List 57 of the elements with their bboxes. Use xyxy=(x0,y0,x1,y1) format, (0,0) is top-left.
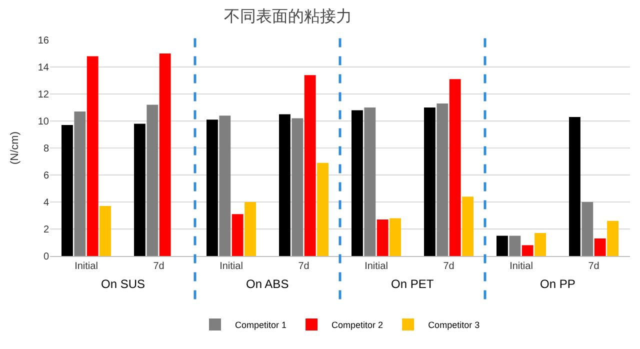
bar xyxy=(449,79,461,256)
bar xyxy=(569,116,580,256)
bar xyxy=(436,103,448,256)
x-tick-label: 7d xyxy=(588,261,600,272)
x-tick-label: Initial xyxy=(74,261,98,272)
text: On PET xyxy=(391,277,434,291)
y-tick-label: 14 xyxy=(38,62,50,74)
bar xyxy=(462,196,474,256)
y-tick-label: 10 xyxy=(38,116,50,128)
bar xyxy=(352,110,363,256)
bar xyxy=(292,118,304,256)
y-tick-label: 12 xyxy=(38,90,50,100)
text: On SUS xyxy=(101,277,146,291)
bar xyxy=(219,116,231,256)
bar xyxy=(496,236,508,256)
bar xyxy=(534,233,546,256)
bar xyxy=(424,108,436,256)
bar xyxy=(100,206,111,256)
legend-label: Competitor 1 xyxy=(235,320,287,330)
text: On ABS xyxy=(246,277,289,291)
x-tick-label: 7d xyxy=(443,261,454,272)
bar xyxy=(74,112,86,256)
bar xyxy=(244,202,256,256)
y-axis-title: (N/cm) xyxy=(9,132,21,164)
bar xyxy=(146,104,158,256)
y-tick-label: 0 xyxy=(43,252,50,262)
bar xyxy=(376,220,388,256)
text: On PP xyxy=(540,277,576,291)
y-tick-label: 16 xyxy=(38,36,50,46)
x-tick-label: Initial xyxy=(220,261,243,272)
bar xyxy=(206,120,218,256)
x-tick-label: 7d xyxy=(298,261,310,272)
bar xyxy=(134,124,146,256)
bar xyxy=(86,56,98,256)
bar xyxy=(390,218,401,256)
y-tick-label: 2 xyxy=(43,224,50,236)
y-tick-label: 4 xyxy=(43,198,50,208)
bar xyxy=(304,75,316,256)
bar xyxy=(522,245,534,256)
bar xyxy=(594,238,606,256)
y-tick-label: 6 xyxy=(43,170,50,182)
bar xyxy=(582,202,594,256)
bar xyxy=(232,214,244,256)
chart-title: 不同表面的粘接力 xyxy=(224,8,352,26)
bar xyxy=(607,220,618,256)
bar xyxy=(364,108,376,256)
bar xyxy=(62,125,73,256)
x-tick-label: 7d xyxy=(153,261,164,272)
bar xyxy=(509,236,521,256)
bar xyxy=(317,162,328,256)
y-tick-label: 8 xyxy=(43,144,50,154)
legend-label: Competitor 3 xyxy=(428,320,480,330)
bar xyxy=(279,114,290,256)
legend-label: Competitor 2 xyxy=(332,320,384,330)
x-tick-label: Initial xyxy=(510,261,533,272)
x-tick-label: Initial xyxy=(364,261,388,272)
bar xyxy=(159,54,171,256)
